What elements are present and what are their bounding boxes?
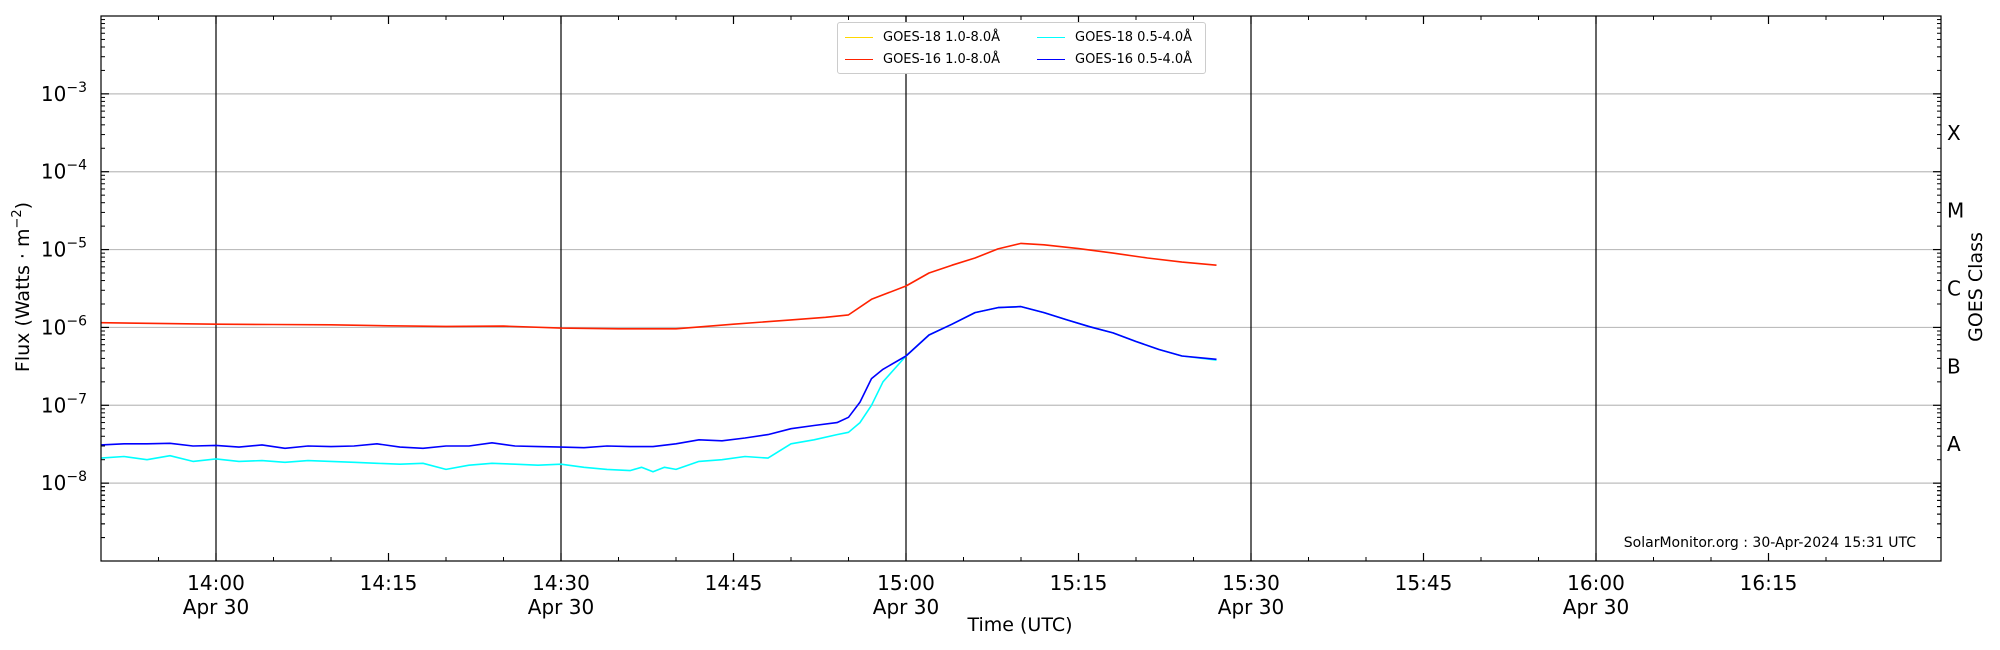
legend-item: GOES-16 1.0-8.0Å	[845, 49, 1000, 69]
goes-class-label: B	[1947, 354, 1961, 378]
legend-item: GOES-18 1.0-8.0Å	[845, 27, 1000, 47]
legend-swatch	[1037, 58, 1065, 60]
goes-class-label: A	[1947, 432, 1961, 456]
legend-swatch	[845, 36, 873, 38]
y-tick-label: 10−4	[41, 158, 87, 184]
series-line	[100, 242, 1217, 330]
series-lines	[100, 242, 1217, 473]
goes-class-label: M	[1947, 199, 1964, 223]
x-tick-date-label: Apr 30	[528, 595, 594, 619]
legend: GOES-18 1.0-8.0Å GOES-16 1.0-8.0Å GOES-1…	[837, 22, 1206, 74]
goes-class-labels: A B C M X	[1947, 121, 1964, 456]
legend-label: GOES-16 0.5-4.0Å	[1075, 51, 1193, 67]
y-axis-label: Flux (Watts · m−2)	[10, 202, 34, 372]
y-axis-ticks: 10−8 10−7 10−6 10−5 10−4 10−3	[41, 19, 1941, 539]
series-line	[100, 305, 1217, 450]
x-tick-label: 14:30	[532, 571, 590, 595]
x-tick-label: 14:45	[705, 571, 763, 595]
y-tick-label: 10−5	[41, 236, 87, 262]
legend-label: GOES-16 1.0-8.0Å	[883, 51, 1001, 67]
x-tick-label: 16:00	[1567, 571, 1625, 595]
x-tick-label: 15:45	[1395, 571, 1453, 595]
x-tick-date-label: Apr 30	[1563, 595, 1629, 619]
x-tick-label: 15:15	[1050, 571, 1108, 595]
legend-swatch	[1037, 36, 1065, 38]
x-tick-label: 14:15	[360, 571, 418, 595]
x-tick-date-label: Apr 30	[183, 595, 249, 619]
x-axis-label: Time (UTC)	[966, 614, 1072, 636]
y-tick-label: 10−3	[41, 80, 87, 106]
goes-class-label: X	[1947, 121, 1961, 145]
legend-swatch	[845, 58, 873, 60]
goes-class-label: C	[1947, 277, 1961, 301]
series-line	[100, 305, 1217, 473]
y-tick-label: 10−8	[41, 469, 87, 495]
legend-item: GOES-18 0.5-4.0Å	[1037, 27, 1192, 47]
day-marker-lines	[215, 16, 1597, 561]
x-tick-date-label: Apr 30	[1218, 595, 1284, 619]
legend-item: GOES-16 0.5-4.0Å	[1037, 49, 1192, 69]
legend-label: GOES-18 1.0-8.0Å	[883, 29, 1001, 45]
y-tick-label: 10−6	[41, 313, 87, 339]
x-tick-label: 14:00	[187, 571, 245, 595]
x-tick-label: 15:30	[1222, 571, 1280, 595]
x-tick-date-label: Apr 30	[873, 595, 939, 619]
source-credit: SolarMonitor.org : 30-Apr-2024 15:31 UTC	[1623, 535, 1916, 551]
y-tick-label: 10−7	[41, 391, 87, 417]
legend-label: GOES-18 0.5-4.0Å	[1075, 29, 1193, 45]
x-tick-label: 16:15	[1740, 571, 1798, 595]
goes-class-axis-label: GOES Class	[1965, 232, 1987, 342]
plot-frame	[100, 15, 1942, 562]
grid-lines	[101, 93, 1941, 484]
x-tick-label: 15:00	[877, 571, 935, 595]
